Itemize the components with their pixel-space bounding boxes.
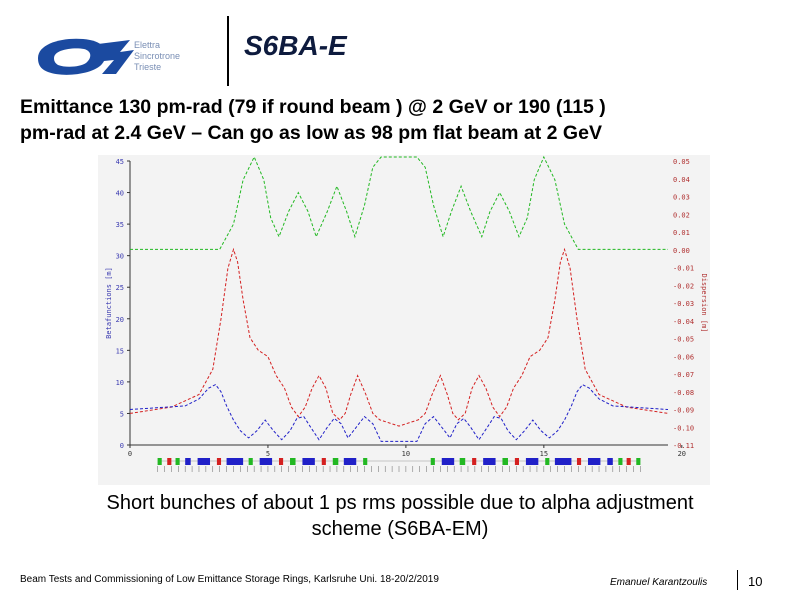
y2-tick-label: -0.11 — [673, 442, 694, 450]
lattice-magnet — [332, 458, 339, 465]
optics-chart: 0 5 10 15 20 25 30 35 40 45 0.05 0.04 0.03 0.02 0.01 0.… — [98, 155, 710, 485]
lattice-magnet — [167, 458, 172, 465]
y-tick-label: 10 — [116, 379, 124, 387]
lattice-magnet — [472, 458, 477, 465]
lattice-magnet — [576, 458, 582, 465]
y2-tick-label: -0.03 — [673, 300, 694, 308]
lattice-magnet — [157, 458, 162, 465]
lattice-magnet — [430, 458, 435, 465]
y2-tick-label: -0.04 — [673, 318, 694, 326]
y-tick-label: 40 — [116, 190, 124, 198]
page-number: 10 — [748, 574, 763, 589]
x-tick-label: 20 — [678, 450, 686, 458]
lattice-magnet — [483, 458, 496, 465]
slide-title: S6BA-E — [244, 30, 347, 61]
lattice-magnet — [554, 458, 572, 465]
lattice-magnet — [302, 458, 315, 465]
logo-wordmark: Elettra Sincrotrone Trieste — [134, 40, 181, 72]
y-tick-label: 0 — [120, 442, 124, 450]
lattice-magnet — [502, 458, 508, 465]
y2-tick-label: -0.08 — [673, 389, 694, 397]
lattice-magnet — [321, 458, 326, 465]
y2-tick-label: -0.06 — [673, 353, 694, 361]
footer-divider — [737, 570, 738, 590]
betax-series-line — [129, 247, 669, 427]
lattice-magnet — [636, 458, 641, 465]
x-tick-label: 0 — [128, 450, 132, 458]
lattice-magnet — [197, 458, 211, 465]
x-tick-label: 10 — [402, 450, 410, 458]
lattice-magnet — [343, 458, 357, 465]
y2-tick-label: -0.01 — [673, 265, 694, 273]
y2-tick-label: 0.04 — [673, 176, 690, 184]
y-tick-label: 35 — [116, 221, 124, 229]
caption-line-1: Short bunches of about 1 ps rms possible… — [106, 492, 694, 514]
y-axis-label: Betafunctions [m] — [105, 267, 113, 339]
y2-tick-label: 0.03 — [673, 194, 690, 202]
x-tick-label: 15 — [540, 450, 548, 458]
y-tick-label: 20 — [116, 316, 124, 324]
lattice-magnet — [618, 458, 623, 465]
lattice-magnet — [587, 458, 601, 465]
lattice-magnet — [278, 458, 284, 465]
lattice-magnet — [514, 458, 520, 465]
emittance-line-2: pm-rad at 2.4 GeV – Can go as low as 98 … — [20, 122, 602, 144]
lattice-magnet — [363, 458, 368, 465]
footer-conference: Beam Tests and Commissioning of Low Emit… — [20, 574, 439, 585]
lattice-magnet — [545, 458, 550, 465]
title-divider — [227, 16, 229, 86]
lattice-magnet — [441, 458, 455, 465]
y2-tick-label: 0.00 — [673, 247, 690, 255]
y2-tick-label: -0.10 — [673, 424, 694, 432]
lattice-magnet — [226, 458, 244, 465]
dispersion-series-line — [129, 383, 669, 442]
y-tick-label: 15 — [116, 347, 124, 355]
lattice-magnet — [248, 458, 253, 465]
lattice-magnet — [185, 458, 191, 465]
bunch-caption: Short bunches of about 1 ps rms possible… — [40, 490, 760, 542]
emittance-statement: Emittance 130 pm-rad (79 if round beam )… — [20, 94, 780, 146]
lattice-magnet — [607, 458, 613, 465]
y2-tick-label: 0.01 — [673, 229, 690, 237]
y2-tick-label: -0.02 — [673, 282, 694, 290]
y-tick-label: 5 — [120, 410, 124, 418]
betay-series-line — [130, 155, 668, 250]
lattice-magnet — [290, 458, 296, 465]
y2-tick-label: -0.05 — [673, 336, 694, 344]
lattice-magnet — [216, 458, 222, 465]
elettra-logo — [38, 38, 134, 75]
y2-axis-label: Dispersion [m] — [700, 273, 708, 332]
lattice-magnet — [259, 458, 273, 465]
y2-tick-label: 0.05 — [673, 158, 690, 166]
caption-line-2: scheme (S6BA-EM) — [311, 518, 489, 540]
y-tick-label: 30 — [116, 253, 124, 261]
lattice-magnet — [175, 458, 180, 465]
lattice-magnet — [626, 458, 631, 465]
lattice-magnet — [459, 458, 466, 465]
y2-tick-label: -0.07 — [673, 371, 694, 379]
y2-tick-label: -0.09 — [673, 407, 694, 415]
footer-author: Emanuel Karantzoulis — [610, 577, 708, 588]
y-tick-label: 25 — [116, 284, 124, 292]
y-tick-label: 45 — [116, 158, 124, 166]
lattice-magnet — [525, 458, 539, 465]
y2-tick-label: 0.02 — [673, 211, 690, 219]
emittance-line-1: Emittance 130 pm-rad (79 if round beam )… — [20, 96, 606, 118]
x-tick-label: 5 — [266, 450, 270, 458]
